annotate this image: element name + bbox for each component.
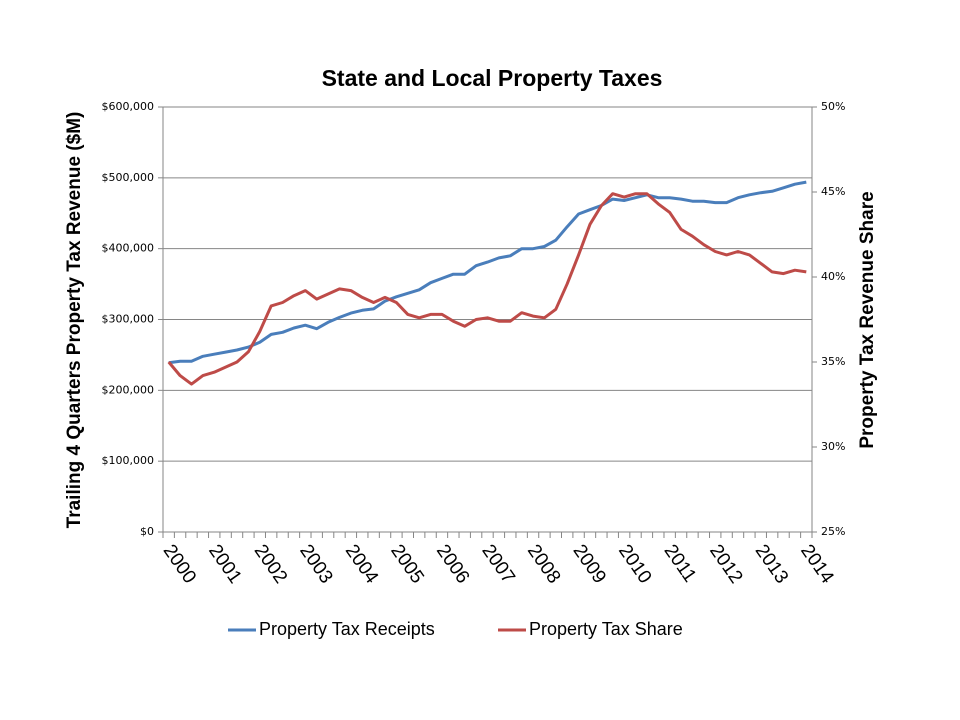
x-tick-label: 2006 bbox=[432, 541, 473, 588]
y2-tick-label: 50% bbox=[821, 100, 845, 113]
y-tick-label: $100,000 bbox=[102, 454, 155, 467]
x-tick-label: 2002 bbox=[250, 541, 291, 588]
x-tick-label: 2010 bbox=[614, 541, 655, 588]
x-tick-label: 2005 bbox=[386, 541, 427, 588]
line-series bbox=[168, 180, 807, 365]
x-tick-label: 2008 bbox=[523, 541, 564, 588]
x-tick-label: 2012 bbox=[705, 541, 746, 588]
x-tick-label: 2004 bbox=[341, 541, 383, 588]
y-tick-label: $500,000 bbox=[102, 171, 155, 184]
y-tick-label: $600,000 bbox=[102, 100, 155, 113]
y2-axis-label: Property Tax Revenue Share bbox=[857, 191, 878, 448]
y2-tick-label: 30% bbox=[821, 440, 845, 453]
x-tick-label: 2007 bbox=[477, 541, 518, 588]
chart-title: State and Local Property Taxes bbox=[322, 65, 663, 91]
line-series bbox=[167, 192, 807, 386]
y-tick-label: $0 bbox=[140, 525, 154, 538]
plot-frame bbox=[162, 106, 813, 533]
legend-label: Property Tax Share bbox=[529, 619, 683, 639]
y-tick-label: $400,000 bbox=[102, 242, 155, 255]
y2-tick-label: 25% bbox=[821, 525, 845, 538]
y-axis-label: Trailing 4 Quarters Property Tax Revenue… bbox=[64, 112, 85, 529]
x-tick-label: 2013 bbox=[751, 541, 792, 588]
x-tick-label: 2011 bbox=[660, 541, 701, 587]
legend-label: Property Tax Receipts bbox=[259, 619, 435, 639]
y-tick-label: $300,000 bbox=[102, 313, 155, 326]
y2-tick-label: 45% bbox=[821, 185, 845, 198]
x-tick-label: 2000 bbox=[159, 541, 200, 588]
y-tick-label: $200,000 bbox=[102, 383, 155, 396]
x-tick-label: 2014 bbox=[796, 541, 838, 588]
x-tick-label: 2001 bbox=[204, 541, 245, 588]
x-tick-label: 2009 bbox=[568, 541, 609, 588]
y2-tick-label: 40% bbox=[821, 270, 845, 283]
x-tick-label: 2003 bbox=[295, 541, 336, 588]
y2-tick-label: 35% bbox=[821, 355, 845, 368]
